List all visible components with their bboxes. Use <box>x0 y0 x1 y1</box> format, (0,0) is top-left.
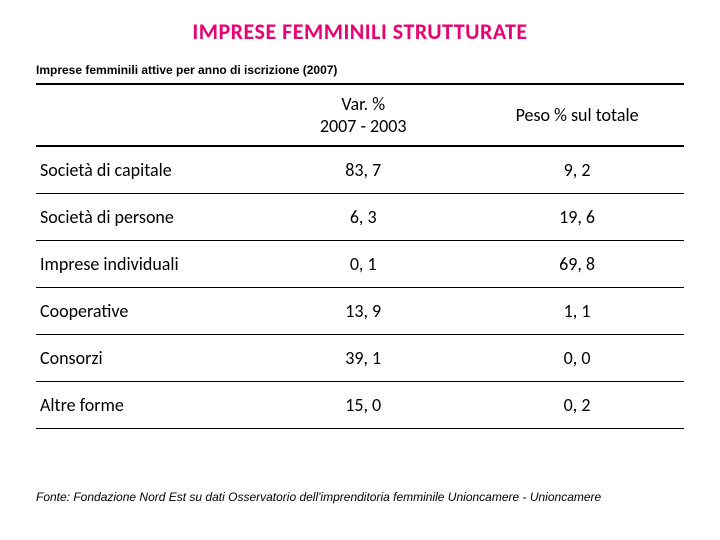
table-cell: 0, 2 <box>470 382 684 429</box>
table-row: Consorzi39, 10, 0 <box>36 335 684 382</box>
table-cell: 1, 1 <box>470 288 684 335</box>
table-row: Cooperative13, 91, 1 <box>36 288 684 335</box>
table-header-0 <box>36 84 256 146</box>
table-cell: 69, 8 <box>470 241 684 288</box>
table-header-2: Peso % sul totale <box>470 84 684 146</box>
table-cell: 13, 9 <box>256 288 470 335</box>
table-cell: 0, 1 <box>256 241 470 288</box>
table-row: Società di capitale83, 79, 2 <box>36 146 684 194</box>
table-cell: 83, 7 <box>256 146 470 194</box>
source-footer: Fonte: Fondazione Nord Est su dati Osser… <box>36 490 601 504</box>
table-header-1: Var. %2007 - 2003 <box>256 84 470 146</box>
table-cell: 19, 6 <box>470 194 684 241</box>
table-cell: Altre forme <box>36 382 256 429</box>
table-row: Altre forme15, 00, 2 <box>36 382 684 429</box>
table-cell: 0, 0 <box>470 335 684 382</box>
table-row: Società di persone6, 319, 6 <box>36 194 684 241</box>
table-subtitle: Imprese femminili attive per anno di isc… <box>0 63 720 83</box>
page-title: IMPRESE FEMMINILI STRUTTURATE <box>0 0 720 63</box>
table-body: Società di capitale83, 79, 2Società di p… <box>36 146 684 429</box>
table-cell: 15, 0 <box>256 382 470 429</box>
table-cell: Società di persone <box>36 194 256 241</box>
table-cell: 6, 3 <box>256 194 470 241</box>
table-cell: 9, 2 <box>470 146 684 194</box>
table-cell: Consorzi <box>36 335 256 382</box>
table-cell: Imprese individuali <box>36 241 256 288</box>
data-table: Var. %2007 - 2003 Peso % sul totale Soci… <box>36 83 684 429</box>
table-row: Imprese individuali0, 169, 8 <box>36 241 684 288</box>
table-header-row: Var. %2007 - 2003 Peso % sul totale <box>36 84 684 146</box>
table-cell: 39, 1 <box>256 335 470 382</box>
table-cell: Società di capitale <box>36 146 256 194</box>
table-cell: Cooperative <box>36 288 256 335</box>
